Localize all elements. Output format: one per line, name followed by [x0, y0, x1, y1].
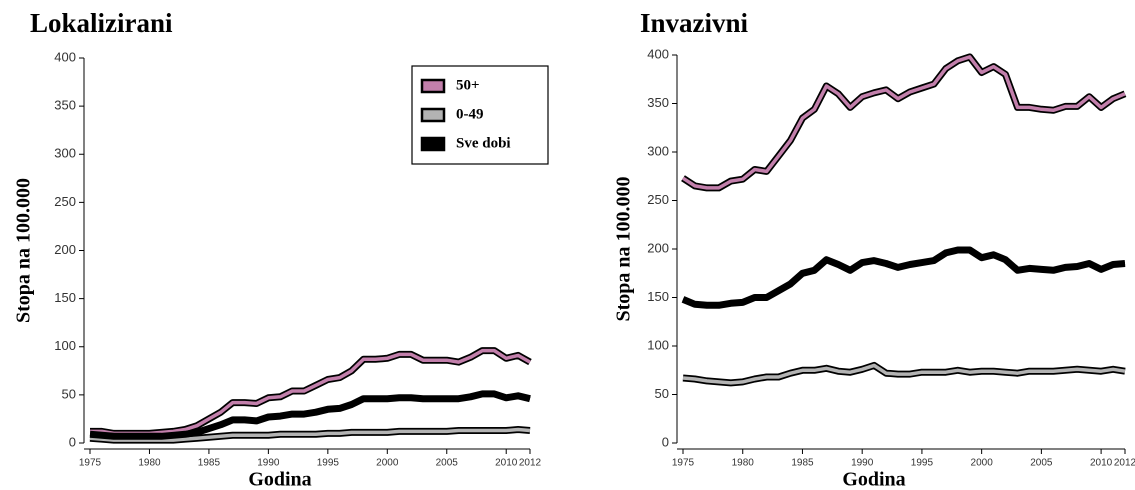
x-tick-label: 2010 [495, 458, 518, 469]
legend-swatch [420, 136, 446, 152]
x-tick-label: 1985 [198, 458, 221, 469]
x-tick-label: 1980 [138, 458, 161, 469]
x-tick-label: 1975 [79, 458, 102, 469]
line-outline [681, 53, 1127, 192]
line [682, 248, 1126, 308]
y-tick-label: 150 [647, 289, 669, 304]
chart-title: Lokalizirani [30, 8, 173, 38]
y-tick-label: 350 [54, 98, 76, 113]
legend-label: 50+ [456, 77, 480, 93]
x-axis-label: Godina [842, 469, 905, 490]
y-tick-label: 300 [647, 143, 669, 158]
y-axis-label: Stopa na 100.000 [613, 176, 635, 321]
legend-label: Sve dobi [456, 135, 511, 151]
line [682, 363, 1126, 385]
line [90, 348, 531, 436]
y-tick-label: 50 [62, 386, 76, 401]
x-axis-label: Godina [248, 469, 311, 490]
x-tick-label: 2005 [436, 458, 459, 469]
x-tick-label: 2005 [1030, 458, 1053, 469]
y-tick-label: 200 [647, 240, 669, 255]
y-tick-label: 250 [647, 192, 669, 207]
legend-swatch [420, 107, 446, 123]
x-tick-label: 1990 [851, 458, 874, 469]
line [89, 427, 531, 442]
x-tick-label: 1990 [257, 458, 280, 469]
line-outline [90, 347, 532, 437]
y-tick-label: 100 [647, 337, 669, 352]
x-tick-label: 1995 [911, 458, 934, 469]
line [89, 392, 531, 439]
y-tick-label: 200 [54, 242, 76, 257]
legend-label: 0-49 [456, 106, 484, 122]
y-tick-label: 350 [647, 95, 669, 110]
y-tick-label: 400 [647, 46, 669, 61]
y-tick-label: 300 [54, 146, 76, 161]
y-tick-label: 250 [54, 194, 76, 209]
y-axis-label: Stopa na 100.000 [13, 178, 35, 323]
y-tick-label: 400 [54, 49, 76, 64]
y-tick-label: 0 [69, 434, 76, 449]
x-tick-label: 2000 [376, 458, 399, 469]
x-tick-label: 2012 [519, 458, 542, 469]
y-tick-label: 150 [54, 290, 76, 305]
y-tick-label: 0 [662, 434, 669, 449]
line [682, 55, 1126, 190]
x-tick-label: 1975 [672, 458, 695, 469]
x-tick-label: 2012 [1114, 458, 1135, 469]
x-tick-label: 1980 [732, 458, 755, 469]
y-tick-label: 100 [54, 338, 76, 353]
x-tick-label: 2010 [1090, 458, 1113, 469]
x-tick-label: 1985 [791, 458, 814, 469]
chart-title: Invazivni [640, 8, 749, 38]
line-outline [681, 246, 1126, 309]
x-tick-label: 1995 [317, 458, 340, 469]
x-tick-label: 2000 [971, 458, 994, 469]
legend-swatch [420, 78, 446, 94]
y-tick-label: 50 [655, 386, 669, 401]
